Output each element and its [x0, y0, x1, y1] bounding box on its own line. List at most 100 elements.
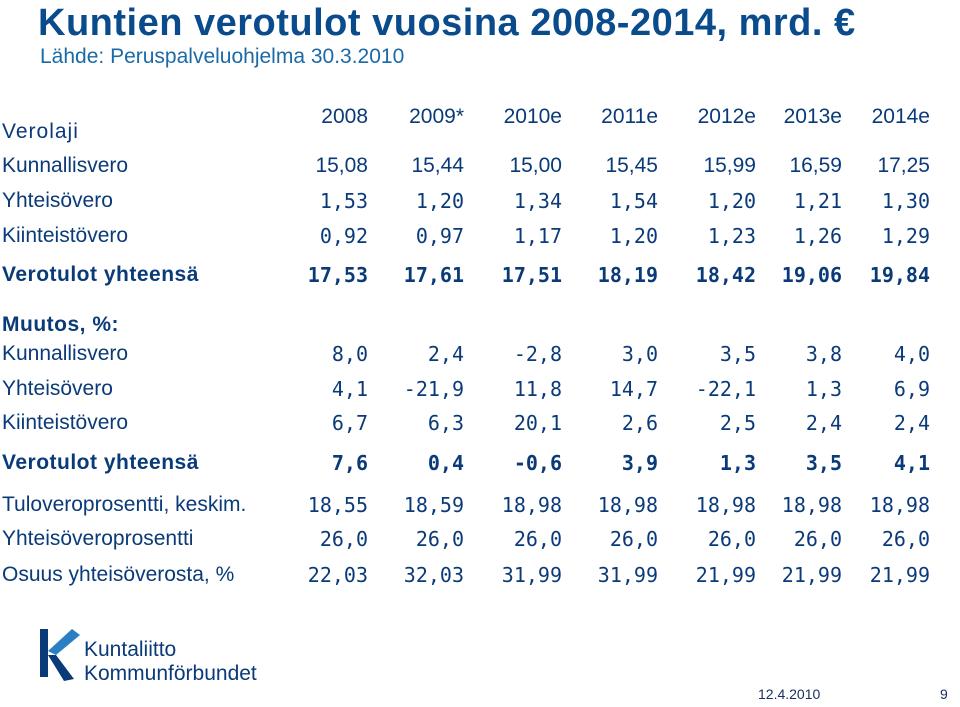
table-cell: 26,0: [793, 527, 842, 551]
table-cell: 16,59: [789, 154, 842, 177]
table-cell: 1,53: [319, 189, 368, 213]
table-row: Yhteisövero 1,53 1,20 1,34 1,54 1,20 1,21 1,30: [0, 189, 960, 219]
table-row: Yhteisöveroprosentti 26,0 26,0 26,0 26,0 26,0…: [0, 527, 960, 557]
table-cell: 3,9: [621, 451, 658, 475]
table-cell: 18,55: [307, 493, 368, 517]
table-cell: 26,0: [415, 527, 464, 551]
table-cell: 6,3: [427, 411, 464, 435]
table-cell: 1,30: [881, 189, 930, 213]
row-label: Tuloveroprosentti, keskim.: [2, 493, 247, 516]
table-cell: 1,3: [719, 451, 756, 475]
table-cell: 1,20: [415, 189, 464, 213]
year-header: 2013e: [783, 105, 842, 128]
table-cell: 2,4: [427, 342, 464, 366]
table-cell: 15,44: [411, 154, 464, 177]
page-number: 9: [940, 686, 948, 702]
table-cell: 1,17: [513, 224, 562, 248]
logo-text: Kuntaliitto Kommunförbundet: [84, 638, 257, 686]
table-cell: 26,0: [513, 527, 562, 551]
table-cell: 6,7: [331, 411, 368, 435]
row-label: Kunnallisvero: [2, 154, 129, 177]
table-cell: 7,6: [331, 451, 368, 475]
row-label: Yhteisöveroprosentti: [2, 527, 194, 550]
table-cell: 32,03: [403, 563, 464, 587]
year-header: 2014e: [871, 105, 930, 128]
table-cell: 14,7: [609, 377, 658, 401]
table-cell: 8,0: [331, 342, 368, 366]
kuntaliitto-logo-icon: [40, 629, 80, 681]
year-header: 2009*: [409, 105, 464, 128]
row-label: Kiinteistövero: [2, 411, 129, 434]
table-cell: 17,61: [403, 263, 464, 287]
table-cell: -21,9: [403, 377, 464, 401]
table-row: Verotulot yhteensä 17,53 17,61 17,51 18,19 18…: [0, 263, 960, 293]
page-subtitle: Lähde: Peruspalveluohjelma 30.3.2010: [40, 45, 405, 68]
table-cell: 26,0: [707, 527, 756, 551]
table-cell: 18,98: [597, 493, 658, 517]
table-row: Verotulot yhteensä 7,6 0,4 -0,6 3,9 1,3 3,5 4,1: [0, 451, 960, 481]
table-cell: -2,8: [513, 342, 562, 366]
table-cell: 0,4: [427, 451, 464, 475]
table-cell: 15,45: [605, 154, 658, 177]
logo-line2: Kommunförbundet: [84, 662, 257, 685]
table-cell: 17,51: [501, 263, 562, 287]
table-cell: 1,26: [793, 224, 842, 248]
table-cell: 3,8: [805, 342, 842, 366]
table-cell: 15,00: [509, 154, 562, 177]
table-cell: 4,1: [331, 377, 368, 401]
table-cell: 1,54: [609, 189, 658, 213]
table-row: Kunnallisvero 15,08 15,44 15,00 15,45 15,99 16…: [0, 154, 960, 184]
table-cell: 4,1: [893, 451, 930, 475]
table-cell: 0,97: [415, 224, 464, 248]
table-cell: 1,20: [707, 189, 756, 213]
year-header: 2011e: [601, 105, 658, 128]
table-cell: 1,3: [805, 377, 842, 401]
table-cell: 2,4: [893, 411, 930, 435]
table-cell: 22,03: [307, 563, 368, 587]
table-cell: 1,20: [609, 224, 658, 248]
row-label: Yhteisövero: [2, 377, 113, 400]
table-cell: 4,0: [893, 342, 930, 366]
year-header: 2012e: [697, 105, 756, 128]
table-cell: 15,99: [703, 154, 756, 177]
table-cell: 17,25: [877, 154, 930, 177]
table-cell: 26,0: [881, 527, 930, 551]
row-label: Osuus yhteisöverosta, %: [2, 563, 235, 586]
table-cell: 0,92: [319, 224, 368, 248]
year-header: 2010e: [503, 105, 562, 128]
table-cell: 3,5: [805, 451, 842, 475]
table-cell: 1,23: [707, 224, 756, 248]
row-label: Verotulot yhteensä: [2, 263, 199, 286]
table-cell: 31,99: [597, 563, 658, 587]
table-cell: 18,42: [695, 263, 756, 287]
row-label: Kunnallisvero: [2, 342, 129, 365]
table-cell: 21,99: [869, 563, 930, 587]
table-cell: 18,98: [869, 493, 930, 517]
table-cell: 17,53: [307, 263, 368, 287]
table-cell: 2,6: [621, 411, 658, 435]
table-cell: 6,9: [893, 377, 930, 401]
table-cell: 26,0: [609, 527, 658, 551]
table-cell: 18,59: [403, 493, 464, 517]
table-cell: 1,21: [793, 189, 842, 213]
table-cell: 3,5: [719, 342, 756, 366]
row-label: Kiinteistövero: [2, 224, 129, 247]
table-cell: 20,1: [513, 411, 562, 435]
year-header: 2008: [321, 105, 368, 128]
table-cell: -22,1: [695, 377, 756, 401]
table-cell: 18,98: [781, 493, 842, 517]
table-row: Tuloveroprosentti, keskim. 18,55 18,59 18,9…: [0, 493, 960, 523]
footer-date: 12.4.2010: [758, 686, 821, 702]
table-cell: 2,4: [805, 411, 842, 435]
table-cell: 19,84: [869, 263, 930, 287]
table-cell: 18,19: [597, 263, 658, 287]
table-cell: 2,5: [719, 411, 756, 435]
table-cell: 3,0: [621, 342, 658, 366]
table-row: Kiinteistövero 6,7 6,3 20,1 2,6 2,5 2,4 2,4: [0, 411, 960, 441]
table-cell: 31,99: [501, 563, 562, 587]
table-cell: 11,8: [513, 377, 562, 401]
table-row: Yhteisövero 4,1 -21,9 11,8 14,7 -22,1 1,3 6,9: [0, 377, 960, 407]
table-row: Kunnallisvero 8,0 2,4 -2,8 3,0 3,5 3,8 4,0: [0, 342, 960, 372]
row-label: Yhteisövero: [2, 189, 113, 212]
table-cell: 1,29: [881, 224, 930, 248]
